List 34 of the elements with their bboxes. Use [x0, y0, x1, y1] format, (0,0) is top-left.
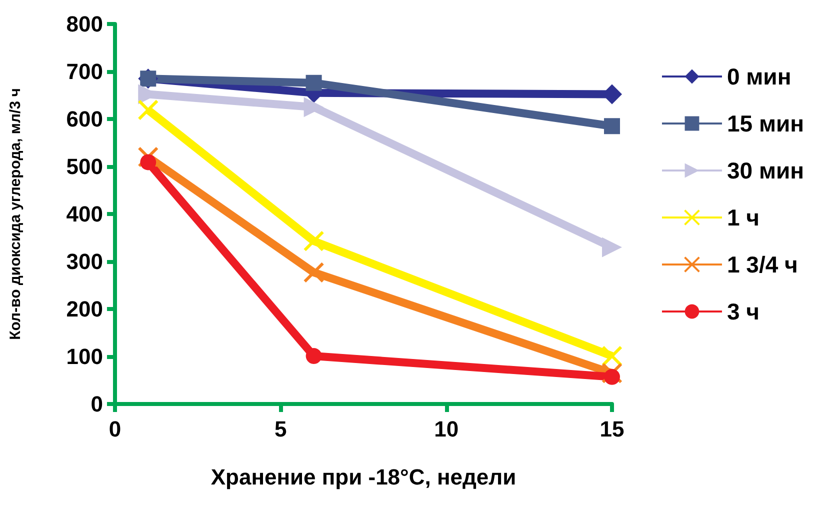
legend-label: 15 мин	[726, 110, 804, 136]
y-tick-label: 500	[66, 154, 103, 179]
legend-label: 30 мин	[726, 158, 804, 184]
point	[306, 74, 322, 91]
point	[303, 262, 324, 283]
point	[602, 237, 622, 258]
point	[306, 348, 322, 364]
y-tick-label: 700	[66, 59, 103, 84]
legend-label: 1 3/4 ч	[726, 252, 798, 278]
point	[602, 346, 622, 367]
point	[602, 362, 622, 384]
y-tick-label: 100	[66, 344, 103, 369]
y-tick-label: 800	[66, 12, 103, 36]
y-tick-label: 200	[66, 296, 103, 322]
point	[303, 230, 324, 252]
point	[604, 368, 620, 385]
y-tick-label: 400	[66, 202, 103, 226]
legend-label: 3 ч	[726, 298, 760, 324]
x-tick-label: 10	[434, 416, 459, 442]
x-tick-label: 0	[108, 416, 122, 442]
y-tick-label: 0	[90, 392, 103, 416]
x-tick-label: 15	[600, 416, 624, 442]
legend-label: 1 ч	[726, 204, 760, 230]
point	[140, 154, 156, 170]
point	[604, 118, 620, 134]
y-axis-title: Кол-во диоксида углерода, мл/3 ч	[7, 88, 24, 340]
x-axis-title: Хранение при -18°C, недели	[210, 464, 516, 490]
point	[138, 99, 159, 120]
y-tick-label: 600	[66, 106, 103, 132]
point	[304, 97, 324, 118]
x-tick-label: 5	[274, 416, 287, 442]
y-tick-label: 300	[66, 249, 103, 274]
point	[138, 146, 159, 168]
legend-label: 0 мин	[726, 64, 792, 90]
